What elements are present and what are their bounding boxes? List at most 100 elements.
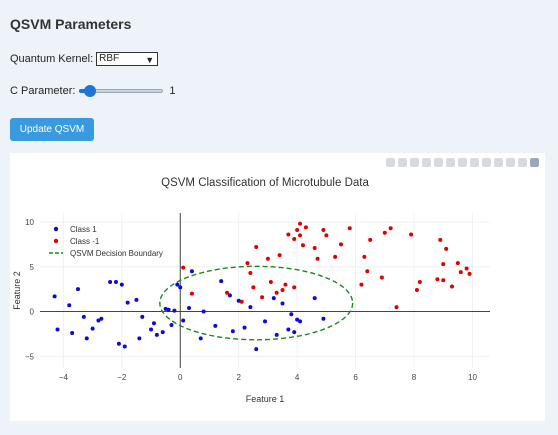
data-point (75, 287, 80, 292)
legend-swatch (53, 238, 59, 244)
data-point (154, 332, 159, 337)
data-point (435, 277, 440, 282)
data-point (213, 323, 218, 328)
data-point (298, 233, 303, 238)
data-point (292, 236, 297, 241)
data-point (230, 329, 235, 334)
data-point (292, 330, 297, 335)
plot-card: −4 −2 0 2 4 6 8 10 −5 0 5 10 QSVM Classification of … (10, 153, 545, 421)
c-parameter-value: 1 (169, 85, 176, 97)
data-point (409, 232, 414, 237)
data-point (70, 331, 75, 336)
data-point (274, 332, 279, 337)
data-point (388, 226, 393, 231)
hover-compare-icon[interactable] (518, 158, 527, 167)
legend-label: Class -1 (70, 237, 100, 246)
data-point (134, 297, 139, 302)
data-point (312, 245, 317, 250)
camera-icon[interactable] (386, 158, 395, 167)
data-point (265, 256, 270, 261)
x-tick-label: 4 (295, 373, 300, 382)
data-point (379, 275, 384, 280)
data-point (99, 316, 104, 321)
data-point (368, 237, 373, 242)
data-point (140, 314, 145, 319)
legend-label: QSVM Decision Boundary (70, 249, 163, 258)
x-tick-label: 2 (236, 373, 241, 382)
data-point (458, 270, 463, 275)
data-point (119, 282, 124, 287)
legend-label: Class 1 (70, 225, 97, 234)
data-point (315, 256, 320, 261)
data-point (122, 344, 127, 349)
data-point (324, 233, 329, 238)
data-point (108, 279, 113, 284)
data-point (96, 318, 101, 323)
chart-title: QSVM Classification of Microtubule Data (161, 177, 369, 189)
zoom-in-icon[interactable] (446, 158, 455, 167)
data-point (137, 336, 142, 341)
data-point (187, 305, 192, 310)
data-point (382, 230, 387, 235)
data-point (254, 245, 259, 250)
data-point (303, 225, 308, 230)
data-point (289, 312, 294, 317)
data-point (245, 261, 250, 266)
c-parameter-slider[interactable] (79, 85, 164, 97)
data-point (52, 294, 57, 299)
update-qsvm-button[interactable]: Update QSVM (10, 118, 94, 141)
data-point (160, 330, 165, 335)
data-point (286, 327, 291, 332)
data-point (181, 265, 186, 270)
kernel-row: Quantum Kernel: RBF ▼ (10, 52, 159, 66)
kernel-select[interactable]: RBF ▼ (96, 52, 159, 66)
slider-thumb[interactable] (83, 85, 96, 97)
reset-axes-icon[interactable] (482, 158, 491, 167)
data-point (263, 319, 267, 324)
x-axis-label: Feature 1 (246, 394, 285, 404)
data-point (450, 284, 455, 289)
hover-closest-icon[interactable] (506, 158, 515, 167)
lasso-icon[interactable] (434, 158, 443, 167)
data-point (347, 226, 352, 231)
data-point (286, 232, 291, 237)
data-point (116, 341, 121, 346)
data-point (169, 322, 174, 327)
kernel-select-value: RBF (99, 53, 120, 64)
data-point (268, 279, 273, 284)
plot-modebar (386, 158, 539, 167)
x-tick-label: 0 (178, 373, 183, 382)
data-point (444, 246, 449, 251)
data-point (248, 271, 253, 276)
zoom-out-icon[interactable] (458, 158, 467, 167)
autoscale-icon[interactable] (470, 158, 479, 167)
chevron-down-icon: ▼ (145, 55, 155, 65)
x-tick-label: 6 (353, 373, 358, 382)
data-point (189, 291, 194, 296)
scatter-chart[interactable]: −4 −2 0 2 4 6 8 10 −5 0 5 10 QSVM Classification of … (10, 153, 545, 421)
zoom-icon[interactable] (398, 158, 407, 167)
data-point (300, 243, 305, 248)
data-point (455, 261, 460, 266)
decision-boundary (159, 265, 354, 341)
plotly-logo-icon[interactable] (530, 158, 539, 167)
box-select-icon[interactable] (422, 158, 431, 167)
panel-title: QSVM Parameters (10, 16, 132, 32)
data-point (295, 317, 300, 322)
data-point (274, 290, 279, 295)
pan-icon[interactable] (410, 158, 419, 167)
data-point (239, 299, 244, 304)
data-point (248, 305, 253, 310)
spike-lines-icon[interactable] (494, 158, 503, 167)
data-point (219, 279, 224, 284)
data-point (333, 254, 338, 259)
data-point (242, 325, 247, 330)
data-point (280, 301, 285, 306)
data-point (84, 336, 89, 341)
data-point (417, 279, 422, 284)
data-point (151, 321, 156, 326)
data-point (277, 253, 282, 258)
data-point (225, 290, 230, 295)
legend-swatch (53, 226, 59, 232)
data-point (312, 296, 317, 301)
